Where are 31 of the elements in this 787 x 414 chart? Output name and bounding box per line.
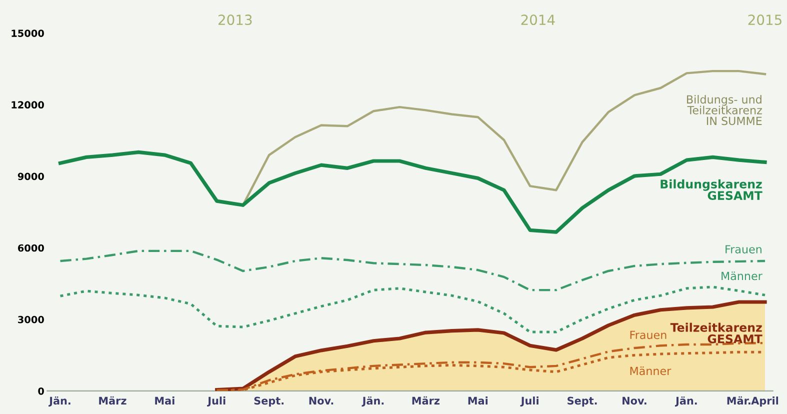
text: 2013	[218, 14, 252, 26]
x-tick-label: Jän.	[674, 396, 697, 407]
series-label: Teilzeitkarenz GESAMT	[670, 322, 762, 344]
y-tick-label: 0	[38, 387, 44, 395]
x-tick-label: Sept.	[254, 396, 284, 407]
x-tick-label: Sept.	[568, 396, 597, 407]
series-label: Männer	[722, 272, 762, 280]
x-tick-label: Jän.	[48, 396, 70, 407]
y-tick-label: 12000	[12, 101, 44, 109]
series-label: Frauen	[726, 245, 762, 254]
y-tick-label: 6000	[18, 244, 44, 252]
x-tick-label: Mai	[468, 396, 488, 405]
x-tick-label: April	[751, 396, 778, 407]
x-tick-label: Nov.	[309, 396, 334, 405]
x-tick-label: Juli	[207, 396, 226, 407]
text: 2015	[748, 14, 782, 26]
x-tick-label: Mär.	[727, 396, 750, 405]
x-tick-label: Nov.	[622, 396, 646, 405]
series-label: Bildungs- und Teilzeitkarenz IN SUMME	[687, 95, 762, 126]
text: 2014	[521, 14, 555, 26]
x-tick-label: Jän.	[362, 396, 384, 407]
series-label: Frauen	[630, 330, 666, 340]
x-tick-label: März	[99, 396, 126, 405]
series-label: Bildungskarenz GESAMT	[660, 179, 762, 200]
x-tick-label: März	[412, 396, 440, 405]
series-label: Männer	[630, 366, 672, 376]
y-tick-label: 3000	[18, 316, 44, 324]
y-tick-label: 9000	[18, 172, 44, 180]
y-tick-label: 15000	[12, 30, 44, 37]
x-tick-label: Juli	[520, 396, 538, 407]
x-tick-label: Mai	[155, 396, 174, 405]
